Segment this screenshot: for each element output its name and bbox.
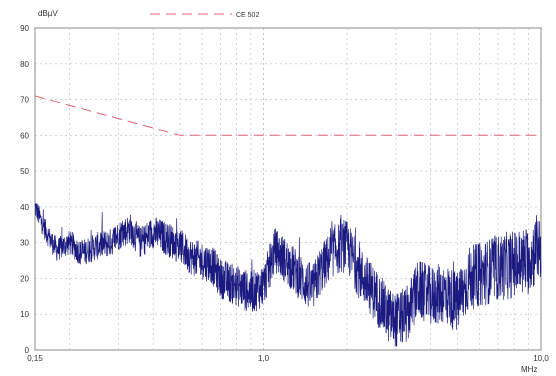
legend-label: CE 502 — [236, 12, 259, 19]
series-layer — [34, 95, 542, 347]
limit-line — [34, 95, 541, 136]
x-axis-ticks: 0,15 1,0 10,0 — [27, 354, 549, 363]
y-tick-label: 90 — [20, 24, 29, 33]
y-tick-label: 80 — [20, 60, 29, 69]
y-tick-label: 0 — [25, 346, 30, 355]
legend: CE 502 — [150, 12, 259, 19]
y-tick-label: 40 — [20, 203, 29, 212]
y-tick-label: 70 — [20, 96, 29, 105]
y-tick-label: 30 — [20, 239, 29, 248]
y-unit-label: dBµV — [38, 9, 58, 18]
y-tick-label: 60 — [20, 131, 29, 140]
y-tick-label: 50 — [20, 167, 29, 176]
measurement-trace — [34, 202, 542, 347]
x-tick-label: 0,15 — [27, 354, 43, 363]
y-tick-label: 20 — [20, 274, 29, 283]
x-unit-label: MHz — [521, 365, 537, 374]
y-axis-ticks: 0 10 20 30 40 50 60 70 80 90 — [20, 24, 29, 355]
x-tick-label: 10,0 — [533, 354, 549, 363]
x-tick-label: 1,0 — [258, 354, 270, 363]
y-tick-label: 10 — [20, 310, 29, 319]
